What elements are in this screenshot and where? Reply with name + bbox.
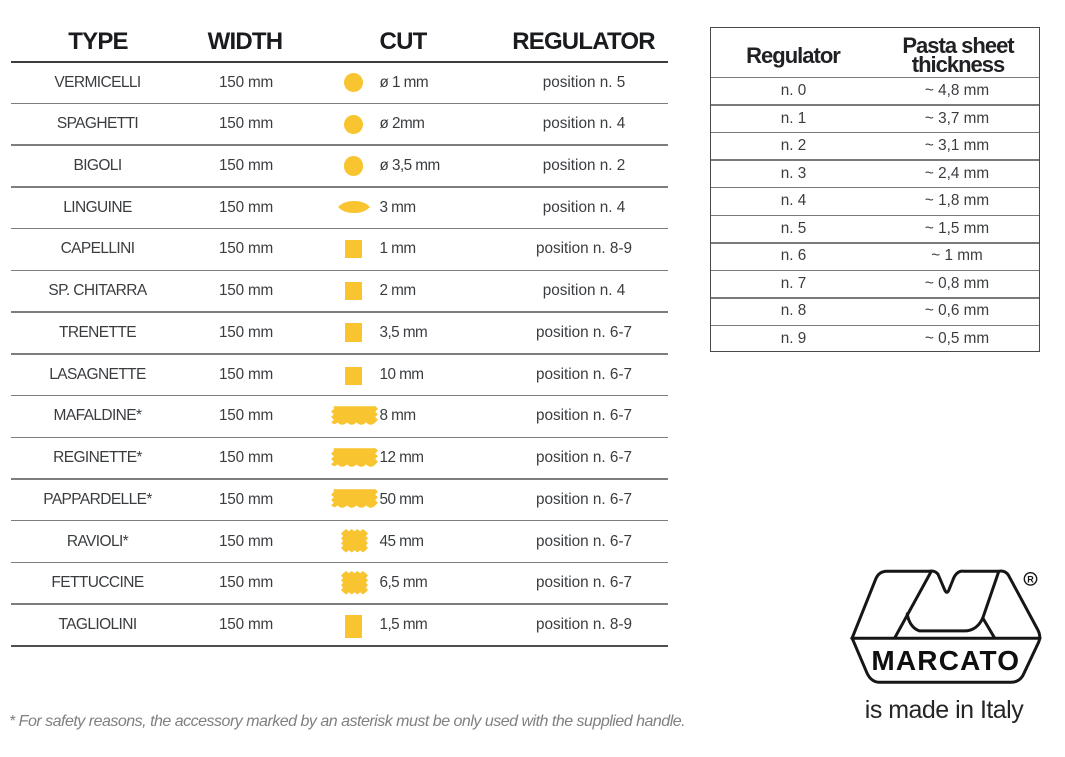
svg-text:R: R [1027, 574, 1034, 584]
